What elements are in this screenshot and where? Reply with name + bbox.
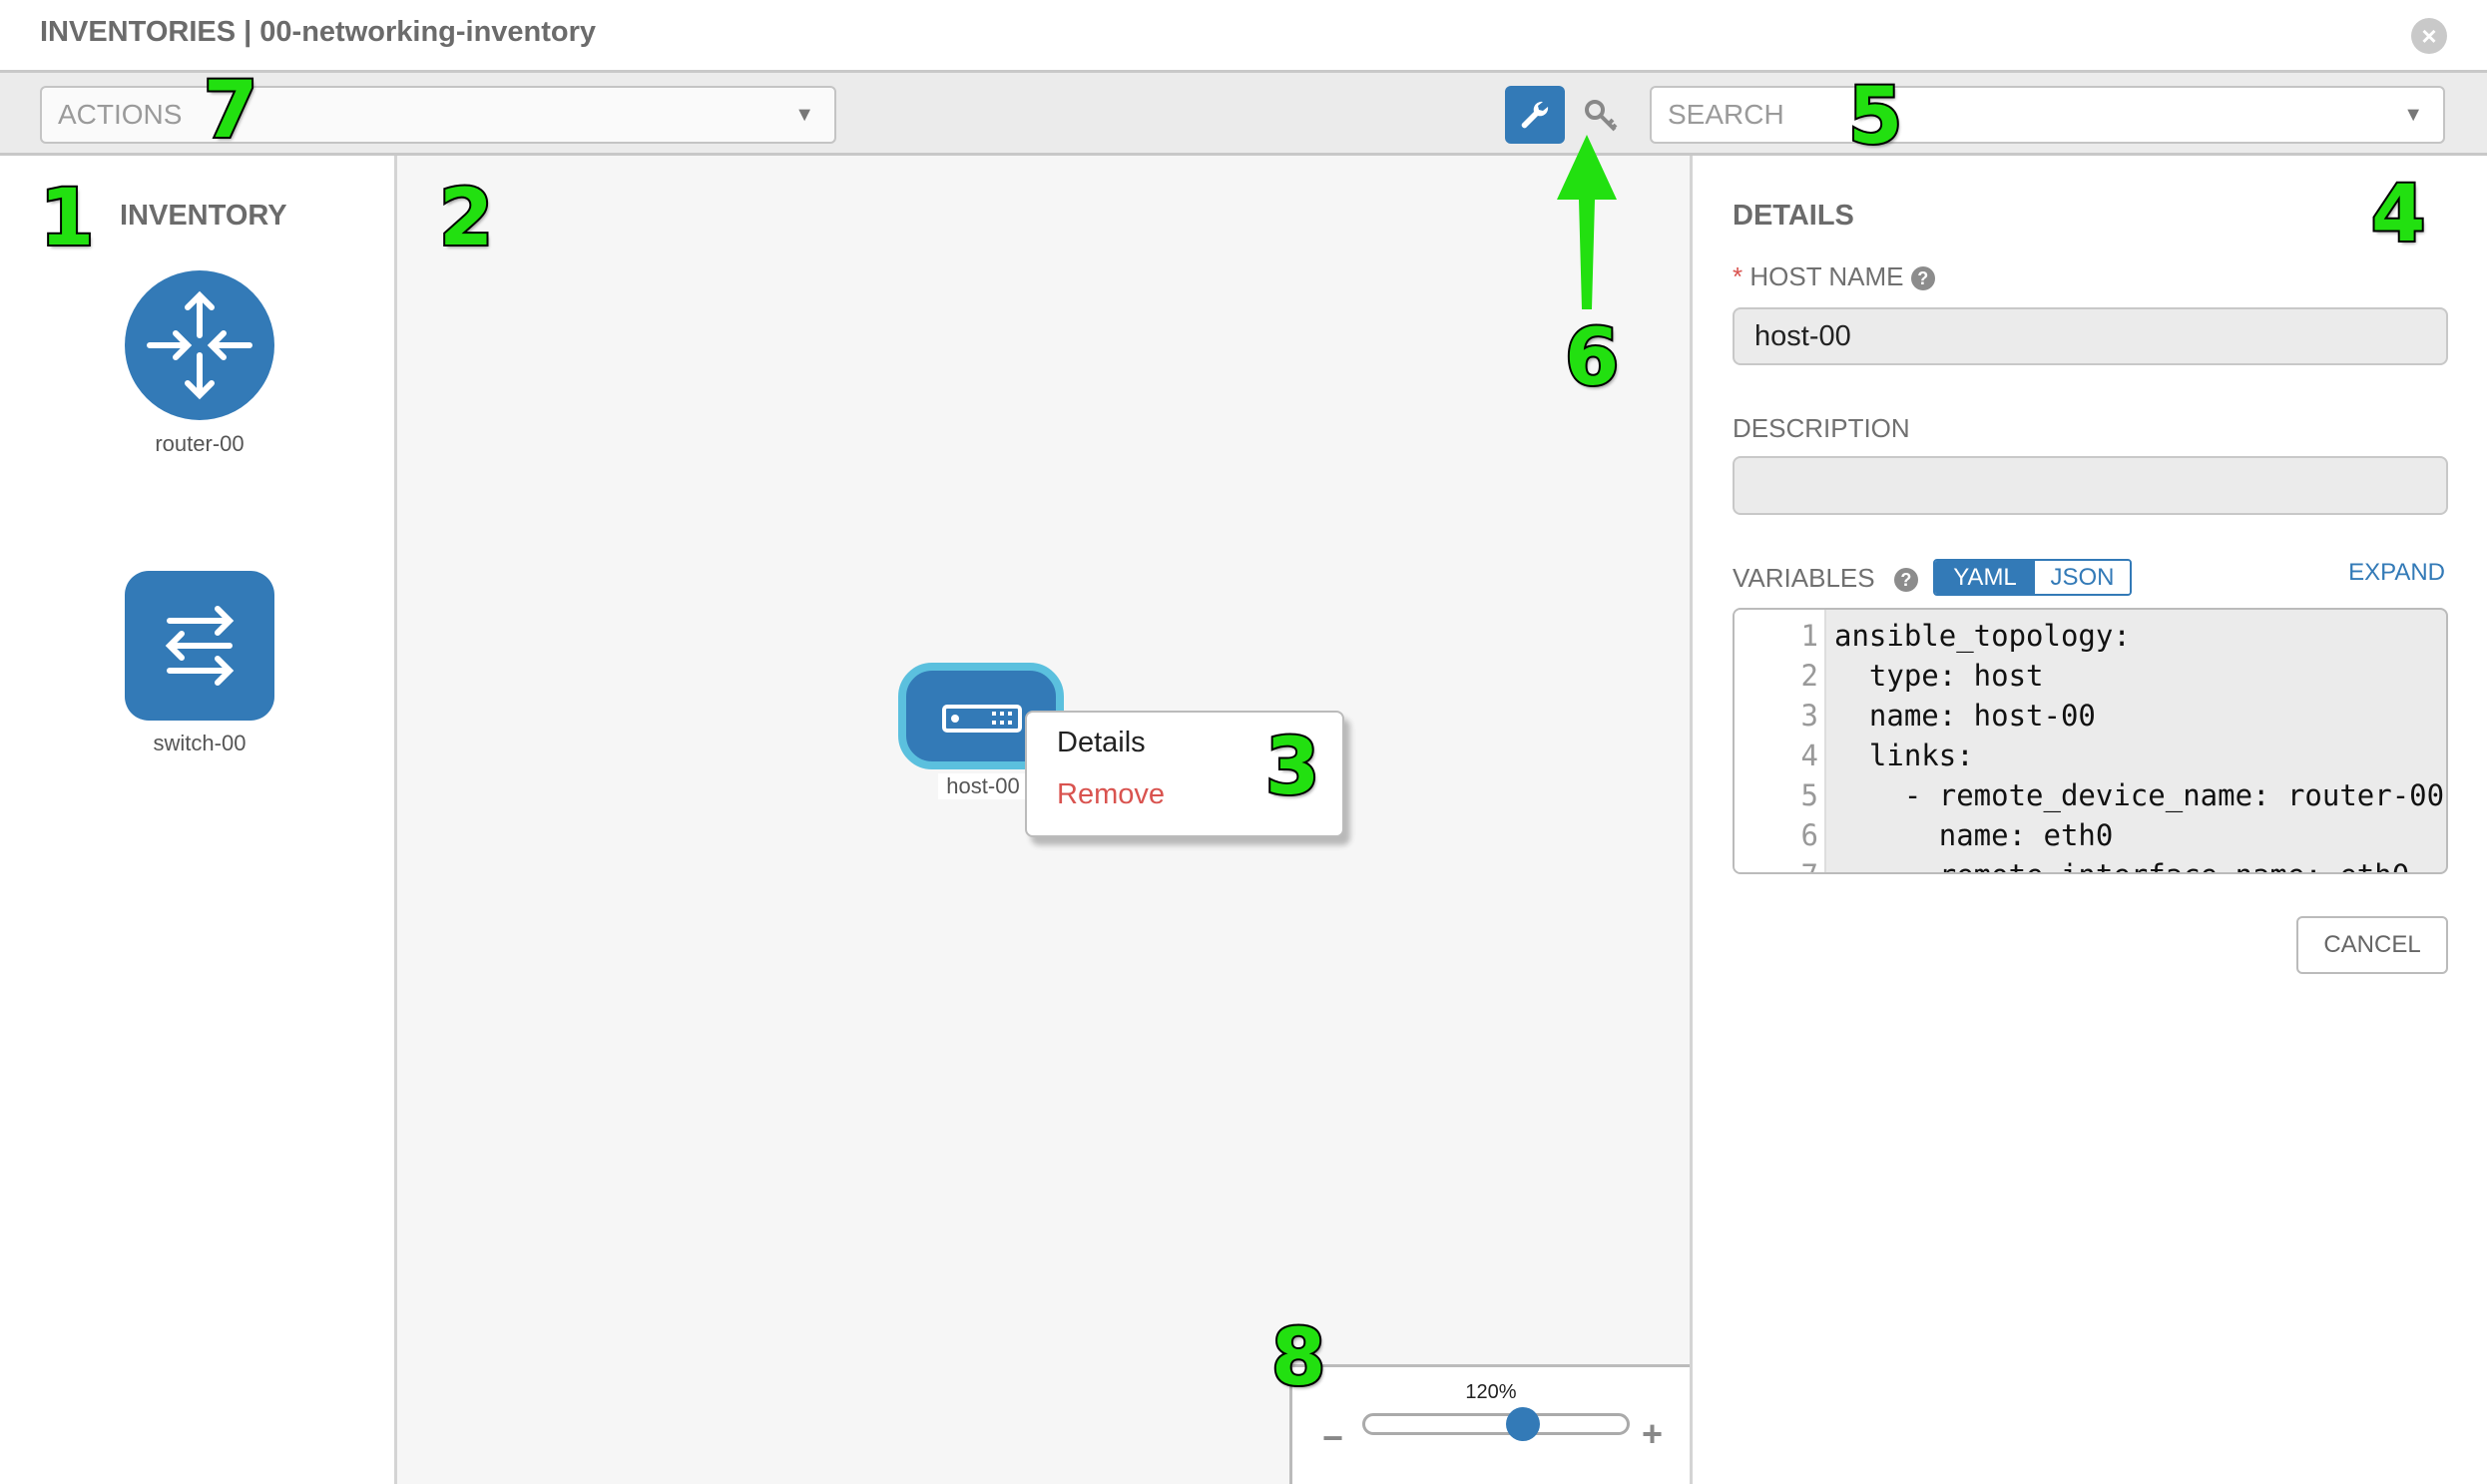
toggle-json[interactable]: JSON [2035, 561, 2130, 594]
code-line: name: host-00 [1834, 699, 2096, 733]
annotation-8: 8 [1269, 1313, 1327, 1403]
line-number: 3 [1800, 699, 1818, 733]
wrench-icon [1521, 101, 1549, 129]
zoom-slider[interactable] [1362, 1413, 1630, 1435]
zoom-slider-thumb[interactable] [1505, 1407, 1540, 1441]
actions-label: ACTIONS [58, 99, 183, 130]
line-number: 5 [1800, 778, 1818, 812]
variables-label-text: VARIABLES [1733, 563, 1875, 593]
green-arrow-icon [1557, 135, 1617, 309]
chevron-down-icon: ▼ [2403, 104, 2423, 126]
inventory-heading: INVENTORY [120, 200, 287, 232]
annotation-3: 3 [1263, 723, 1321, 812]
code-line: - remote_device_name: router-00 [1834, 778, 2445, 812]
wrench-button[interactable] [1505, 86, 1565, 144]
expand-link[interactable]: EXPAND [2348, 559, 2445, 586]
menu-item-details[interactable]: Details [1057, 727, 1146, 758]
code-line: ansible_topology: [1834, 619, 2131, 653]
line-number-gutter: 1 2 3 4 5 6 7 [1735, 610, 1826, 872]
router-00-label: router-00 [155, 431, 245, 456]
line-number: 2 [1800, 659, 1818, 693]
cancel-button[interactable]: CANCEL [2296, 916, 2448, 974]
switch-00-item[interactable] [125, 571, 274, 721]
host-name-input[interactable]: host-00 [1733, 307, 2448, 365]
title-bar: INVENTORIES | 00-networking-inventory × [0, 0, 2487, 73]
annotation-5: 5 [1846, 72, 1904, 162]
search-dropdown[interactable]: SEARCH ▼ [1650, 86, 2445, 144]
menu-item-remove[interactable]: Remove [1057, 778, 1165, 810]
context-menu: Details Remove [1025, 711, 1344, 837]
annotation-7: 7 [202, 66, 259, 156]
code-line: remote_interface_name: eth0 [1834, 855, 2444, 872]
search-placeholder: SEARCH [1668, 99, 1784, 130]
host-00-label: host-00 [938, 773, 1028, 799]
description-label: DESCRIPTION [1733, 413, 1910, 443]
code-body: ansible_topology: type: host name: host-… [1834, 616, 2445, 872]
description-input[interactable] [1733, 456, 2448, 515]
switch-00-label: switch-00 [153, 731, 247, 755]
code-line: name: eth0 [1834, 818, 2114, 852]
host-name-label: * HOST NAME ? [1733, 261, 1935, 292]
annotation-4: 4 [2369, 170, 2427, 259]
key-button[interactable] [1582, 96, 1622, 136]
details-panel: DETAILS * HOST NAME ? host-00 DESCRIPTIO… [1690, 156, 2487, 1484]
code-line: links: [1834, 739, 1974, 772]
zoom-level: 120% [1465, 1381, 1517, 1403]
router-icon [147, 290, 252, 400]
code-line: type: host [1834, 659, 2044, 693]
zoom-panel: 120% − + [1289, 1364, 1690, 1484]
actions-dropdown[interactable]: ACTIONS ▼ [40, 86, 836, 144]
variables-code-editor[interactable]: 1 2 3 4 5 6 7 ansible_topology: type: host nam… [1733, 608, 2448, 874]
details-heading: DETAILS [1733, 200, 1854, 232]
help-icon[interactable]: ? [1910, 266, 1935, 291]
page-title: INVENTORIES | 00-networking-inventory [40, 16, 597, 48]
switch-icon [165, 606, 235, 686]
chevron-down-icon: ▼ [794, 104, 814, 126]
zoom-out-icon[interactable]: − [1322, 1417, 1344, 1458]
host-server-icon [942, 705, 1022, 733]
close-icon[interactable]: × [2411, 18, 2447, 54]
inventory-sidebar: INVENTORY router-00 switch-00 [0, 156, 397, 1484]
help-icon[interactable]: ? [1893, 568, 1918, 593]
host-name-label-text: HOST NAME [1749, 261, 1904, 291]
router-00-item[interactable] [125, 270, 274, 420]
annotation-6: 6 [1563, 313, 1621, 403]
line-number: 1 [1800, 619, 1818, 653]
format-toggle: YAML JSON [1933, 559, 2132, 596]
line-number: 6 [1800, 818, 1818, 852]
line-number: 4 [1800, 739, 1818, 772]
annotation-2: 2 [437, 174, 495, 263]
toggle-yaml[interactable]: YAML [1935, 561, 2035, 594]
variables-label: VARIABLES ? [1733, 563, 1918, 594]
required-mark: * [1733, 261, 1743, 291]
line-number: 7 [1735, 855, 1818, 872]
annotation-1: 1 [38, 174, 96, 263]
key-icon [1585, 100, 1618, 132]
zoom-in-icon[interactable]: + [1642, 1413, 1664, 1454]
